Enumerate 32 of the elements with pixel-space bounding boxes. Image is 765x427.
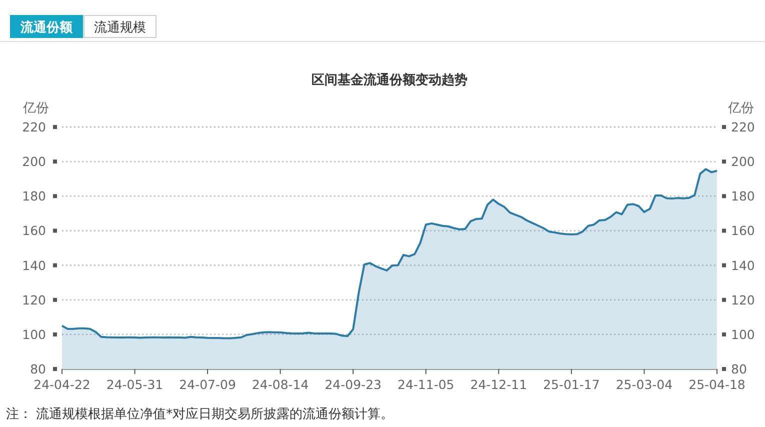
x-tick-label: 24-09-23 [324, 377, 382, 392]
y2-axis-title: 亿份 [727, 101, 754, 116]
text: 流通规模 [94, 20, 146, 36]
y2-tick-label: 160 [731, 223, 755, 238]
text: 流通份额 [20, 20, 74, 36]
y-tick-label: 100 [22, 326, 46, 342]
chart-title: 区间基金流通份额变动趋势 [312, 72, 468, 88]
y-tick-label: 120 [22, 292, 46, 308]
y2-tick-label: 220 [731, 120, 755, 134]
y2-tick-label: 120 [731, 292, 755, 308]
y2-tick-label: 200 [731, 154, 755, 170]
x-tick-label: 24-12-11 [470, 377, 528, 392]
x-tick-label: 25-03-04 [616, 377, 673, 392]
y2-tick-label: 180 [731, 188, 755, 204]
y2-tick-label: 80 [731, 362, 747, 376]
x-tick-label: 25-04-18 [688, 377, 746, 392]
x-tick-label: 24-08-14 [252, 377, 309, 392]
y2-tick-label: 100 [731, 326, 755, 342]
y-tick-label: 160 [22, 223, 46, 238]
text: 注： 流通规模根据单位净值*对应日期交易所披露的流通份额计算。 [6, 406, 394, 422]
x-tick-label: 25-01-17 [543, 377, 600, 392]
x-tick-label: 24-04-22 [34, 377, 90, 392]
x-tick-label: 24-05-31 [106, 377, 164, 392]
x-tick-label: 24-07-09 [179, 377, 236, 392]
y-tick-label: 220 [22, 120, 46, 134]
y2-tick-label: 140 [731, 258, 755, 273]
y-tick-label: 140 [22, 258, 46, 273]
y-axis-title: 亿份 [22, 101, 49, 116]
y-tick-label: 200 [22, 154, 46, 170]
y-tick-label: 80 [30, 362, 46, 376]
y-tick-label: 180 [22, 188, 46, 204]
x-tick-label: 24-11-05 [398, 377, 454, 392]
